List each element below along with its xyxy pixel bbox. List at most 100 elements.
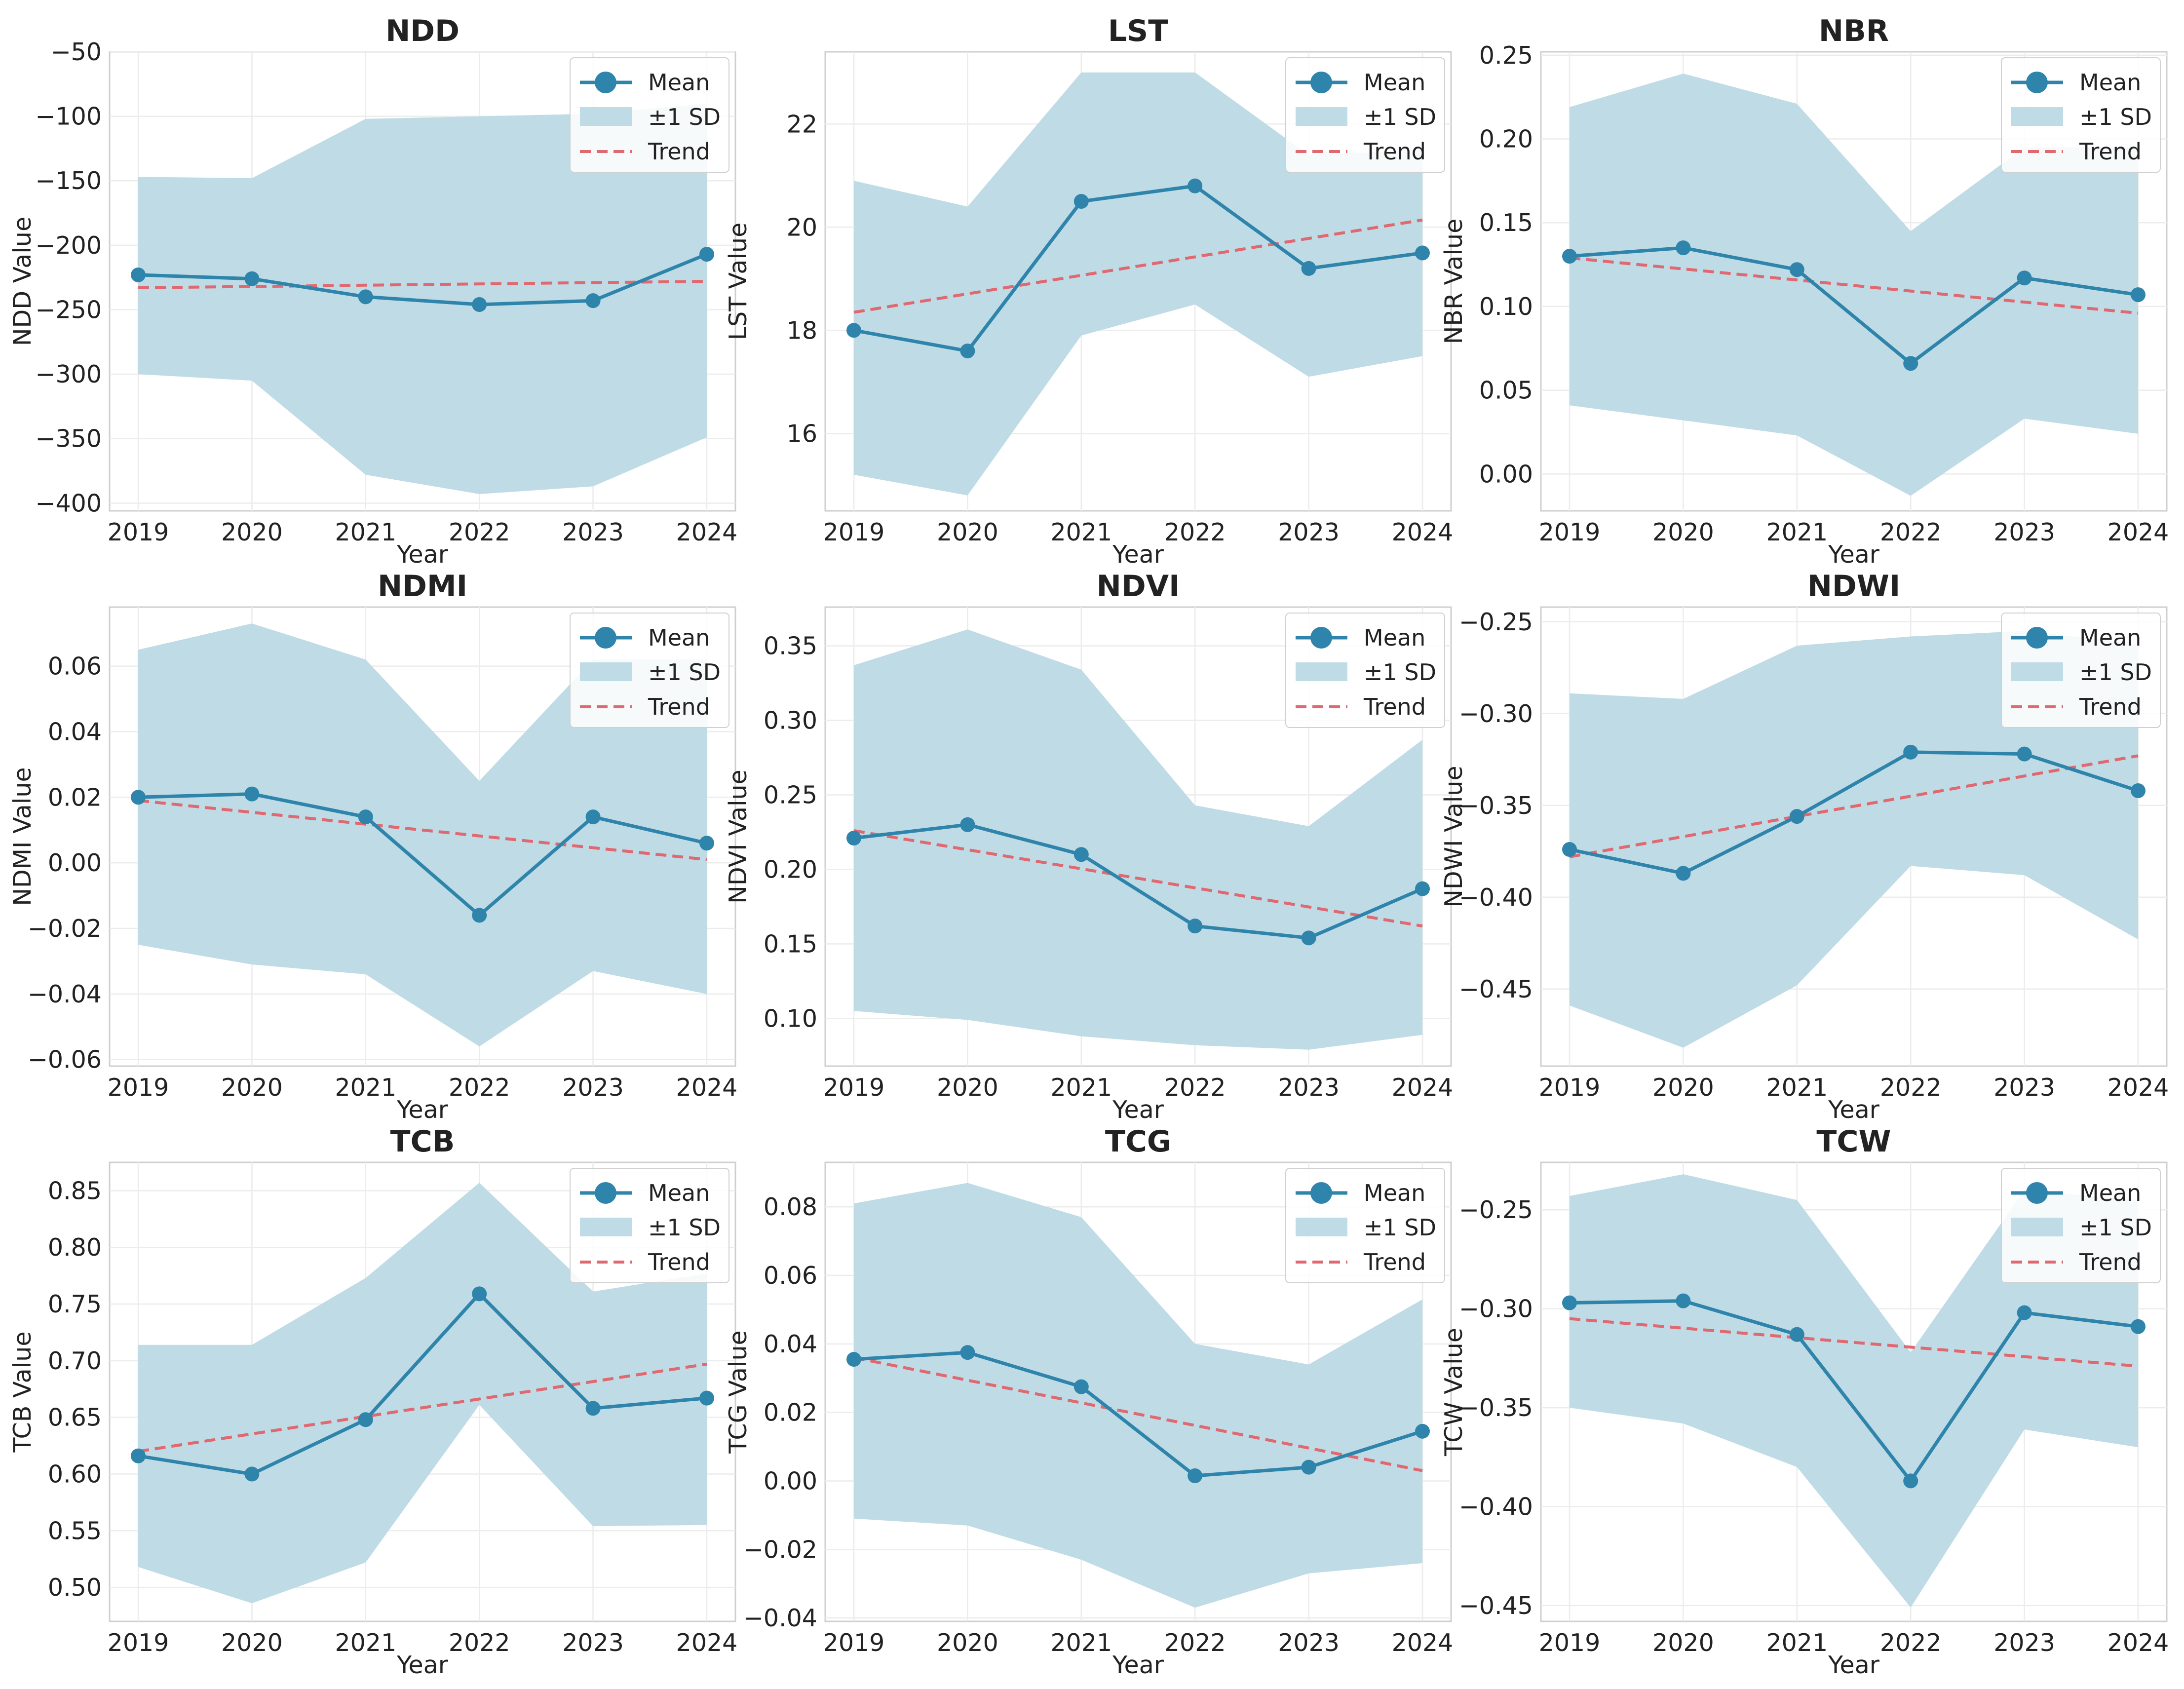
panel-title: TCG xyxy=(1105,1124,1171,1159)
y-tick-label: 0.06 xyxy=(48,653,102,681)
legend-label-trend: Trend xyxy=(648,138,710,165)
y-tick-label: 0.85 xyxy=(48,1177,102,1205)
x-axis-label: Year xyxy=(396,1651,449,1679)
y-tick-label: −0.35 xyxy=(1459,1394,1533,1422)
mean-line xyxy=(853,184,1423,353)
y-tick-label: 0.25 xyxy=(764,781,817,809)
trend-line xyxy=(1569,1317,2139,1368)
mean-point xyxy=(585,293,601,308)
legend-label-mean: Mean xyxy=(2079,624,2141,651)
mean-line xyxy=(853,823,1423,940)
x-tick-label: 2021 xyxy=(335,1074,396,1102)
y-tick-label: 0.65 xyxy=(48,1404,102,1432)
x-tick-label: 2022 xyxy=(1164,518,1226,546)
x-tick-label: 2022 xyxy=(1880,1074,1942,1102)
mean-point xyxy=(1073,1379,1089,1394)
y-tick-label: −200 xyxy=(35,231,102,260)
x-tick-label: 2020 xyxy=(1652,1074,1714,1102)
trend-line xyxy=(1569,256,2139,315)
panel-ndmi: −0.06 −0.04 −0.02 0.00 0.02 0.04 0.06 2019 2020 2… xyxy=(8,569,737,1124)
x-tick-label: 2022 xyxy=(449,518,510,546)
x-tick-label: 2024 xyxy=(2107,1629,2169,1657)
legend-label-mean: Mean xyxy=(2079,69,2141,96)
x-tick-label: 2021 xyxy=(1766,1629,1828,1657)
y-tick-label: 0.10 xyxy=(1479,293,1533,321)
x-tick-label: 2024 xyxy=(1392,518,1454,546)
sd-band xyxy=(138,623,707,1047)
x-tick-label: 2020 xyxy=(221,518,283,546)
legend: Mean ±1 SD Trend xyxy=(1285,1168,1445,1283)
x-tick-label: 2023 xyxy=(1278,518,1340,546)
mean-point xyxy=(131,790,146,805)
legend: Mean ±1 SD Trend xyxy=(2001,57,2161,173)
y-axis-label: TCW Value xyxy=(1440,1328,1468,1457)
legend-sd-swatch xyxy=(580,662,632,681)
mean-point xyxy=(1073,194,1089,209)
y-tick-label: 0.70 xyxy=(48,1347,102,1375)
y-tick-label: −0.02 xyxy=(743,1535,817,1564)
y-tick-label: 0.20 xyxy=(764,855,817,883)
legend-mean-marker xyxy=(1310,72,1332,93)
y-tick-label: 0.15 xyxy=(764,930,817,958)
mean-point xyxy=(2131,1319,2146,1334)
legend-label-trend: Trend xyxy=(648,693,710,720)
legend: Mean ±1 SD Trend xyxy=(570,613,729,728)
panel-title: TCW xyxy=(1816,1124,1891,1159)
x-tick-label: 2019 xyxy=(108,1629,169,1657)
legend-label-sd: ±1 SD xyxy=(2079,104,2152,130)
y-tick-label: −100 xyxy=(35,103,102,131)
mean-point xyxy=(846,831,861,846)
legend-label-sd: ±1 SD xyxy=(1364,659,1436,686)
legend-sd-swatch xyxy=(1296,107,1347,126)
y-tick-label: −0.45 xyxy=(1459,1592,1533,1620)
mean-point xyxy=(585,809,601,825)
legend-label-sd: ±1 SD xyxy=(648,104,721,130)
x-tick-label: 2024 xyxy=(1392,1074,1454,1102)
mean-point xyxy=(1676,1293,1691,1308)
legend-label-mean: Mean xyxy=(648,624,710,651)
x-axis-label: Year xyxy=(1828,1651,1880,1679)
y-tick-label: −400 xyxy=(35,489,102,517)
x-tick-label: 2024 xyxy=(676,1629,738,1657)
mean-point xyxy=(244,786,260,802)
x-axis-label: Year xyxy=(396,1096,449,1124)
legend-mean-marker xyxy=(1310,1182,1332,1204)
mean-point xyxy=(699,1390,714,1406)
legend-label-trend: Trend xyxy=(648,1249,710,1275)
x-tick-label: 2019 xyxy=(823,1074,885,1102)
y-tick-label: −350 xyxy=(35,425,102,453)
y-tick-label: −0.04 xyxy=(28,980,102,1008)
y-axis-label: NDVI Value xyxy=(724,769,752,904)
legend-mean-marker xyxy=(2026,72,2048,93)
sd-band xyxy=(854,629,1422,1050)
panel-nbr: 0.00 0.05 0.10 0.15 0.20 0.25 2019 2020 2021 2022… xyxy=(1440,14,2169,569)
mean-point xyxy=(1073,847,1089,862)
x-tick-label: 2021 xyxy=(1766,1074,1828,1102)
legend: Mean ±1 SD Trend xyxy=(1285,57,1445,173)
x-tick-label: 2020 xyxy=(937,1629,998,1657)
x-tick-label: 2024 xyxy=(1392,1629,1454,1657)
mean-line xyxy=(138,252,708,307)
mean-point xyxy=(358,1412,373,1427)
x-tick-label: 2023 xyxy=(562,1629,624,1657)
x-axis-label: Year xyxy=(1112,1096,1164,1124)
mean-point xyxy=(1415,881,1430,896)
y-axis-label: NDD Value xyxy=(8,217,37,346)
mean-point xyxy=(244,1466,260,1482)
legend-sd-swatch xyxy=(2011,662,2063,681)
legend: Mean ±1 SD Trend xyxy=(2001,1168,2161,1283)
legend-label-trend: Trend xyxy=(1363,693,1426,720)
x-tick-label: 2020 xyxy=(1652,518,1714,546)
trend-line xyxy=(853,829,1423,928)
mean-line xyxy=(853,1350,1423,1478)
legend-label-sd: ±1 SD xyxy=(2079,659,2152,686)
y-tick-label: 0.55 xyxy=(48,1517,102,1545)
mean-point xyxy=(1188,1468,1203,1484)
legend-mean-marker xyxy=(595,72,616,93)
y-tick-label: 0.50 xyxy=(48,1574,102,1602)
mean-point xyxy=(1415,245,1430,261)
legend-mean-marker xyxy=(595,627,616,649)
x-tick-label: 2022 xyxy=(1880,518,1942,546)
panel-tcw: −0.45 −0.40 −0.35 −0.30 −0.25 2019 2020 2021 202… xyxy=(1440,1124,2169,1679)
